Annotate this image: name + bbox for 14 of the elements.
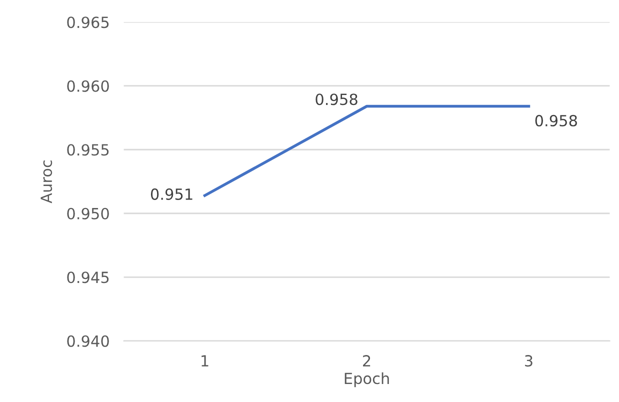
y-tick-label: 0.945 bbox=[67, 272, 109, 284]
y-tick-label: 0.965 bbox=[67, 16, 109, 28]
data-label: 0.951 bbox=[150, 188, 192, 200]
y-tick-label: 0.940 bbox=[67, 335, 109, 347]
x-axis-title: Epoch bbox=[344, 372, 389, 388]
y-tick-label: 0.950 bbox=[67, 208, 109, 220]
y-tick-label: 0.960 bbox=[67, 80, 109, 92]
y-tick-label: 0.955 bbox=[67, 144, 109, 156]
y-axis-title: Auroc bbox=[40, 160, 52, 204]
data-label: 0.958 bbox=[316, 94, 358, 106]
x-tick-label: 3 bbox=[525, 355, 532, 367]
data-label: 0.958 bbox=[535, 114, 577, 126]
x-tick-label: 2 bbox=[363, 355, 370, 366]
x-tick-label: 1 bbox=[202, 355, 208, 366]
